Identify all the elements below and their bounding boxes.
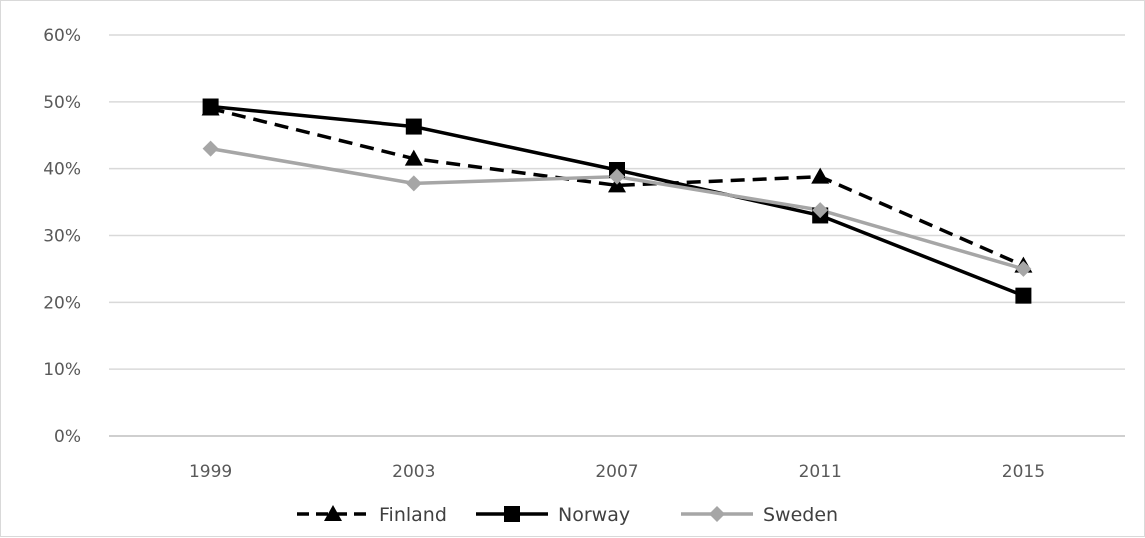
legend-marker-sweden <box>709 506 725 522</box>
data-point-norway <box>202 98 219 115</box>
series-line-finland <box>210 106 1025 268</box>
data-point-norway <box>405 118 422 135</box>
x-tick-label: 2015 <box>1002 462 1045 482</box>
y-tick-label: 20% <box>43 293 81 313</box>
x-axis-ticks: 1999 2003 2007 2011 2015 <box>189 462 1045 482</box>
x-tick-label: 2011 <box>799 462 842 482</box>
y-tick-label: 30% <box>43 227 81 247</box>
series-markers <box>201 98 1033 304</box>
x-tick-label: 2003 <box>392 462 435 482</box>
data-point-sweden <box>405 175 422 192</box>
data-point-sweden <box>1015 260 1032 277</box>
data-point-norway <box>1015 287 1032 304</box>
legend-marker-finland <box>324 505 342 521</box>
y-tick-label: 0% <box>54 427 81 447</box>
y-tick-label: 10% <box>43 360 81 380</box>
data-point-sweden <box>812 202 829 219</box>
gridlines <box>109 34 1125 437</box>
legend-label-finland: Finland <box>379 504 447 526</box>
y-tick-label: 60% <box>43 26 81 46</box>
data-point-sweden <box>202 140 219 157</box>
legend-label-sweden: Sweden <box>763 504 838 526</box>
legend-label-norway: Norway <box>558 504 630 526</box>
y-tick-label: 40% <box>43 160 81 180</box>
x-tick-label: 1999 <box>189 462 232 482</box>
y-axis-ticks: 0% 10% 20% 30% 40% 50% 60% <box>43 26 81 447</box>
x-tick-label: 2007 <box>595 462 638 482</box>
legend: Finland Norway Sweden <box>297 504 838 526</box>
data-point-sweden <box>609 168 625 185</box>
series-line-norway <box>210 104 1025 298</box>
y-tick-label: 50% <box>43 93 81 113</box>
data-point-finland <box>811 167 830 184</box>
legend-marker-norway <box>504 506 520 522</box>
data-point-finland <box>404 149 423 166</box>
series-lines <box>210 104 1025 298</box>
